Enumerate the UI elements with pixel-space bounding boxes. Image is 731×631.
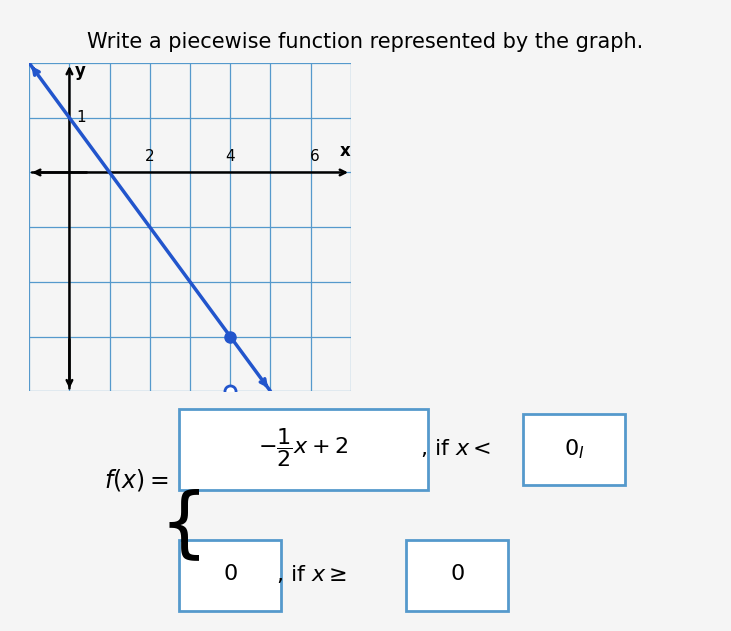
Text: 1: 1 [77, 110, 86, 126]
FancyBboxPatch shape [179, 409, 428, 490]
Text: 4: 4 [225, 150, 235, 164]
FancyBboxPatch shape [523, 414, 625, 485]
Text: 2: 2 [145, 150, 155, 164]
Text: 6: 6 [310, 150, 319, 164]
Text: $\{$: $\{$ [159, 487, 200, 563]
Text: Write a piecewise function represented by the graph.: Write a piecewise function represented b… [88, 32, 643, 52]
Text: $0_I$: $0_I$ [564, 437, 584, 461]
Text: $f(x) =$: $f(x) =$ [104, 466, 168, 493]
Text: $-\dfrac{1}{2}x + 2$: $-\dfrac{1}{2}x + 2$ [258, 427, 349, 469]
Text: , if $x <$: , if $x <$ [420, 437, 491, 459]
Text: , if $x \geq$: , if $x \geq$ [276, 563, 347, 585]
Text: $0$: $0$ [223, 564, 238, 584]
Text: x: x [339, 141, 350, 160]
FancyBboxPatch shape [179, 540, 281, 611]
Text: y: y [75, 62, 86, 80]
FancyBboxPatch shape [406, 540, 508, 611]
Text: $0$: $0$ [450, 564, 464, 584]
